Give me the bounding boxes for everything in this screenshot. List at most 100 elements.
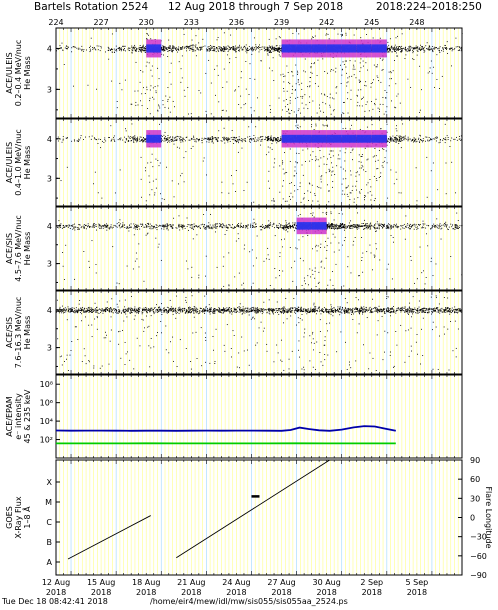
data-point <box>113 48 115 50</box>
data-point <box>268 49 270 51</box>
data-point <box>220 47 222 49</box>
data-point <box>226 138 228 140</box>
data-point <box>166 166 167 168</box>
data-point <box>109 50 111 51</box>
data-point <box>175 136 177 138</box>
data-point <box>223 48 225 49</box>
data-point <box>157 109 159 111</box>
data-point <box>307 148 309 150</box>
data-point <box>346 193 348 195</box>
data-point <box>379 111 380 112</box>
data-point <box>254 140 255 142</box>
data-point <box>185 48 187 50</box>
data-point <box>278 54 280 56</box>
data-point <box>178 147 180 149</box>
data-point <box>212 138 214 139</box>
data-point <box>57 48 59 50</box>
data-point <box>104 137 106 139</box>
data-point <box>325 103 327 105</box>
data-point <box>97 192 99 194</box>
data-point <box>171 50 173 52</box>
data-point <box>311 38 313 40</box>
data-point <box>387 48 389 50</box>
data-point <box>289 160 291 162</box>
data-point <box>413 47 415 49</box>
data-point <box>388 51 390 53</box>
data-point <box>109 49 111 51</box>
data-point <box>318 104 320 106</box>
data-point <box>225 137 227 139</box>
data-point <box>108 58 110 60</box>
data-point <box>410 45 412 47</box>
data-point <box>347 112 349 114</box>
data-point <box>430 47 432 49</box>
data-point <box>161 53 163 55</box>
data-point <box>223 137 225 139</box>
data-point <box>280 139 282 141</box>
data-point <box>189 46 190 48</box>
data-point <box>240 77 242 79</box>
data-point <box>277 50 278 52</box>
data-point <box>240 47 242 49</box>
data-point <box>366 101 368 103</box>
data-point <box>131 123 133 125</box>
data-point <box>157 110 159 112</box>
data-point <box>392 49 394 50</box>
data-point <box>408 46 410 48</box>
data-point <box>438 49 440 51</box>
data-point <box>137 104 139 106</box>
data-point <box>276 140 278 142</box>
data-point <box>213 46 215 48</box>
data-point <box>315 156 317 158</box>
data-point <box>442 47 444 49</box>
panel-label: 0.2–0.4 MeV/nuc <box>14 40 23 107</box>
data-point <box>421 48 423 50</box>
data-point <box>142 47 144 48</box>
data-point <box>326 164 328 166</box>
data-point <box>173 196 175 198</box>
data-point <box>245 88 247 90</box>
data-point <box>428 45 430 47</box>
data-point <box>216 47 218 49</box>
data-point <box>110 139 112 141</box>
data-point <box>62 139 64 141</box>
data-point <box>172 49 174 51</box>
data-point <box>268 135 270 137</box>
data-point <box>198 139 199 141</box>
data-point <box>451 50 453 52</box>
data-point <box>379 103 381 105</box>
data-point <box>417 50 419 52</box>
data-point <box>172 140 174 142</box>
data-point <box>332 155 334 157</box>
data-point <box>110 140 112 142</box>
data-point <box>99 50 101 52</box>
data-point <box>362 60 364 62</box>
data-point <box>216 48 218 50</box>
data-point <box>259 49 261 51</box>
data-point <box>367 69 368 71</box>
data-point <box>225 110 227 112</box>
data-point <box>245 103 247 105</box>
data-point <box>461 50 463 51</box>
density-core <box>296 134 312 143</box>
data-point <box>164 137 165 139</box>
data-point <box>134 138 135 140</box>
data-point <box>143 140 145 142</box>
data-point <box>439 50 440 52</box>
data-point <box>222 137 224 139</box>
data-point <box>140 49 142 50</box>
data-point <box>308 200 309 201</box>
data-point <box>120 50 122 52</box>
data-point <box>164 46 166 47</box>
data-point <box>179 140 181 142</box>
data-point <box>372 37 374 39</box>
data-point <box>297 72 299 74</box>
data-point <box>271 140 273 141</box>
data-point <box>235 190 237 192</box>
data-point <box>365 104 367 105</box>
data-point <box>73 139 75 141</box>
data-point <box>255 44 257 46</box>
data-point <box>76 47 78 49</box>
data-point <box>310 191 312 193</box>
data-point <box>148 175 150 177</box>
